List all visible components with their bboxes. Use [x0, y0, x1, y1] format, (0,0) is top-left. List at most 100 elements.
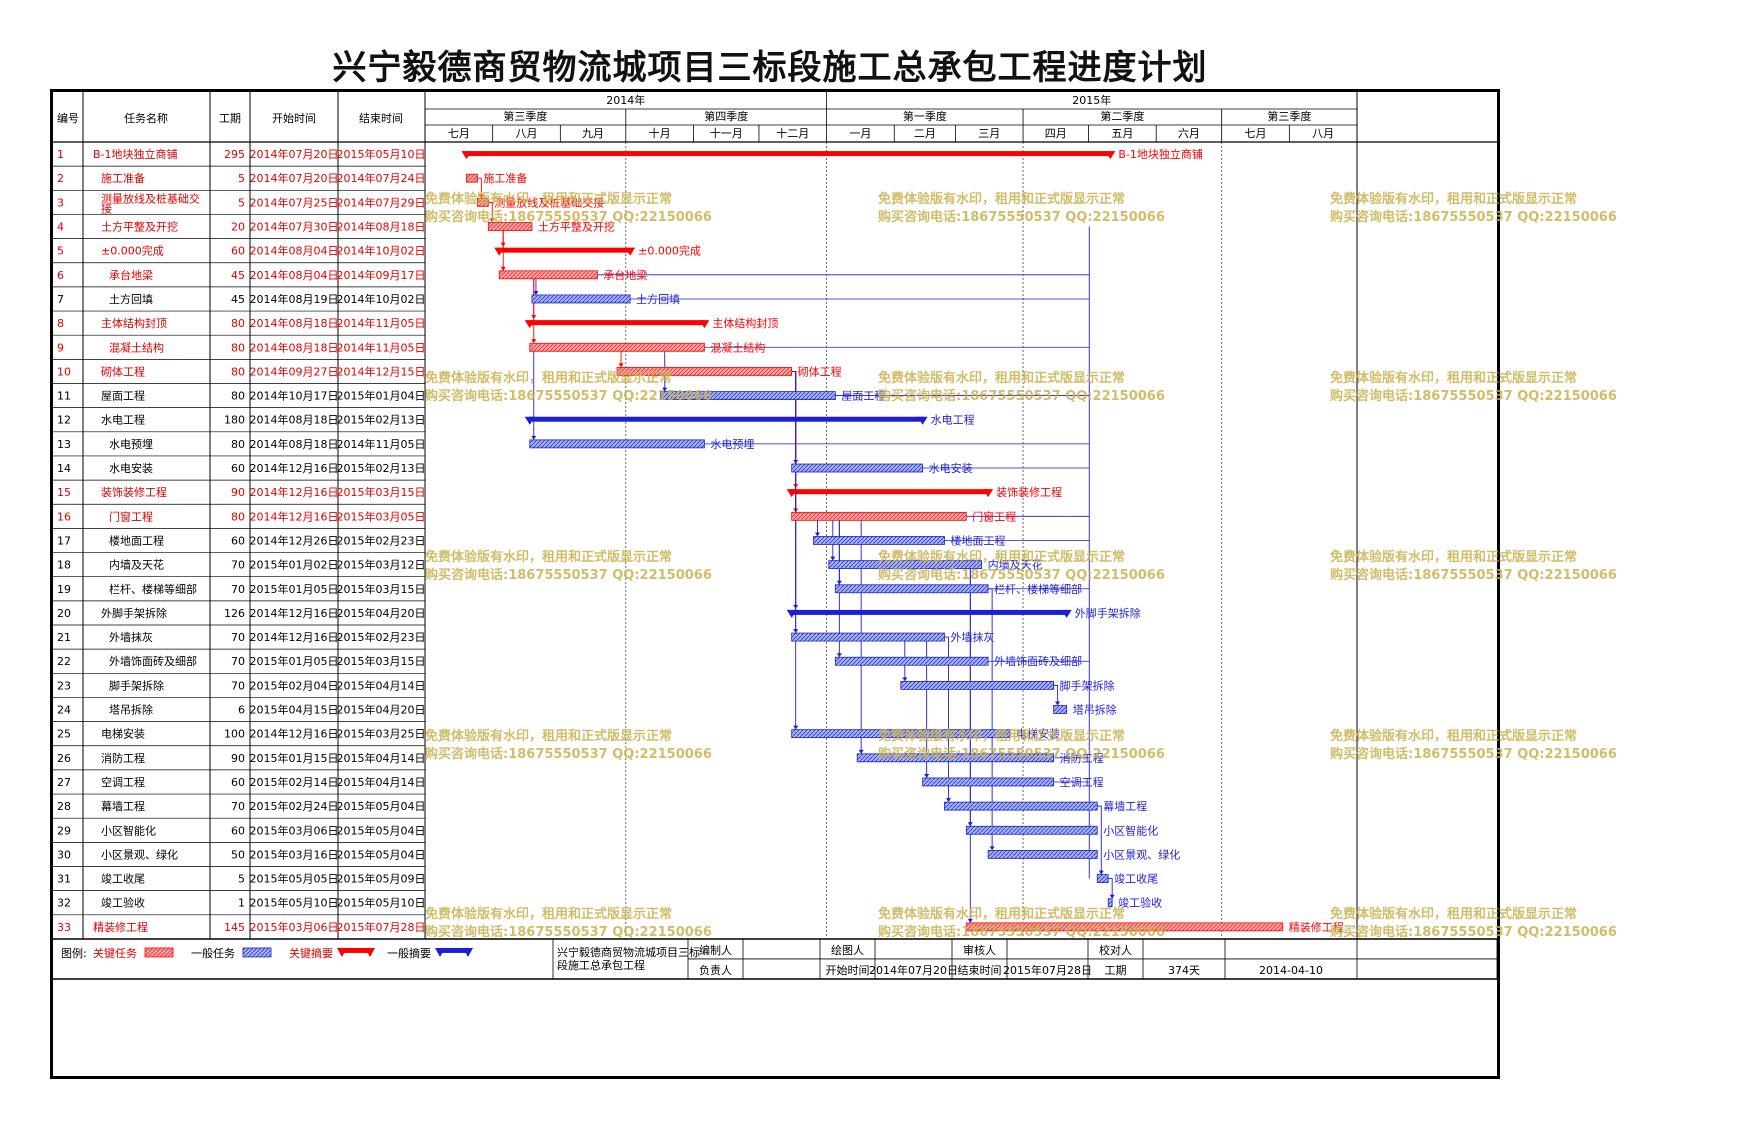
task-duration: 100: [224, 728, 245, 741]
bar-label: 水电安装: [929, 461, 973, 475]
bar-label: 竣工收尾: [1114, 872, 1158, 886]
bar-label: 水电预埋: [710, 438, 754, 451]
dependency-arrow: [902, 677, 908, 682]
task-id: 16: [57, 510, 71, 523]
month-label: 八月: [515, 127, 537, 140]
summary-bar: [529, 320, 705, 326]
task-id: 6: [57, 269, 64, 282]
task-start: 2015年01月15日: [250, 751, 339, 765]
task-id: 5: [57, 245, 64, 258]
task-start: 2014年08月04日: [250, 268, 339, 282]
task-id: 23: [57, 679, 71, 692]
task-end: 2015年02月23日: [337, 630, 426, 644]
dependency-line: [791, 370, 797, 608]
bar-label: 土方平整及开挖: [538, 220, 615, 234]
task-start: 2015年02月14日: [250, 775, 339, 789]
task-id: 4: [57, 221, 64, 234]
dependency-arrow: [793, 604, 799, 609]
month-label: 八月: [1312, 127, 1334, 140]
task-end: 2014年09月17日: [337, 268, 426, 282]
dependency-arrow: [830, 556, 836, 561]
header-name: 任务名称: [124, 111, 168, 125]
task-bar: [660, 391, 836, 400]
month-label: 十一月: [710, 126, 743, 140]
task-start: 2014年07月25日: [250, 195, 339, 209]
dependency-line: [791, 370, 797, 729]
task-duration: 60: [231, 534, 245, 547]
dependency-arrow: [533, 290, 539, 295]
task-end: 2015年05月04日: [337, 799, 426, 813]
month-label: 二月: [914, 127, 936, 140]
task-bar: [791, 729, 1011, 739]
task-end: 2015年04月14日: [337, 678, 426, 692]
summary-cap: [1105, 151, 1116, 160]
legend-text: 一般任务: [191, 947, 235, 960]
dependency-arrow: [478, 194, 484, 199]
task-id: 29: [57, 824, 71, 837]
task-id: 33: [57, 921, 71, 934]
summary-cap: [786, 609, 797, 618]
task-end: 2015年02月23日: [337, 533, 426, 547]
task-bar: [900, 680, 1055, 690]
task-id: 25: [57, 728, 71, 741]
dependency-arrow: [618, 363, 624, 368]
task-end: 2015年03月05日: [337, 509, 426, 523]
month-label: 七月: [1245, 127, 1267, 140]
task-duration: 80: [231, 510, 245, 523]
task-bar: [1053, 705, 1068, 714]
header-end: 结束时间: [359, 112, 403, 125]
quarter-label: 第一季度: [903, 109, 947, 123]
task-start: 2014年08月18日: [250, 316, 339, 330]
task-bar: [529, 342, 705, 352]
bar-label: 测量放线及桩基础交接: [494, 195, 604, 209]
task-bar: [616, 367, 793, 376]
task-end: 2014年11月05日: [337, 340, 426, 354]
summary-cap: [524, 320, 535, 329]
bar-label: 土方回填: [636, 292, 680, 306]
quarter-label: 第四季度: [704, 109, 748, 123]
task-bar: [856, 753, 1055, 763]
task-name: 空调工程: [101, 775, 145, 789]
task-end: 2015年04月20日: [337, 606, 426, 620]
bar-label: 消防工程: [1060, 751, 1104, 765]
dependency-line: [838, 515, 967, 584]
summary-cap: [786, 489, 797, 498]
footer-value: 2015年07月28日: [1003, 963, 1092, 977]
task-duration: 70: [231, 631, 245, 644]
task-bar: [987, 850, 1098, 859]
task-duration: 70: [231, 800, 245, 813]
task-name: 施工准备: [101, 171, 145, 185]
bar-label: 空调工程: [1060, 775, 1104, 789]
task-name: 精装修工程: [93, 920, 148, 934]
dependency-arrow: [989, 846, 995, 851]
task-id: 22: [57, 655, 71, 668]
month-label: 四月: [1045, 127, 1067, 140]
dependency-arrow: [1055, 701, 1061, 706]
footer-label: 绘图人: [831, 943, 864, 957]
task-duration: 50: [231, 848, 245, 861]
task-start: 2014年10月17日: [250, 389, 339, 403]
bar-label: 门窗工程: [972, 509, 1016, 523]
footer-label: 校对人: [1099, 943, 1132, 957]
task-name: 水电工程: [101, 414, 145, 427]
task-start: 2015年03月06日: [250, 823, 339, 837]
task-start: 2014年08月18日: [250, 340, 339, 354]
task-name: 主体结构封顶: [101, 316, 167, 330]
task-name: 砌体工程: [101, 364, 145, 378]
task-start: 2015年01月02日: [250, 558, 339, 572]
dependency-line: [969, 564, 982, 922]
task-end: 2015年07月28日: [337, 920, 426, 934]
summary-cap: [917, 416, 928, 425]
summary-cap: [625, 247, 636, 256]
gantt-chart: 编号 任务名称 工期 开始时间 结束时间 2014年 2015年 第三季度 第四季度 第一季度 第二…: [50, 89, 1500, 1079]
task-start: 2014年07月20日: [250, 171, 339, 185]
task-duration: 5: [238, 196, 245, 209]
task-start: 2015年04月15日: [250, 703, 339, 717]
footer-label: 结束时间: [958, 964, 1002, 977]
footer-project: 兴宁毅德商贸物流城项目三标: [557, 945, 700, 959]
footer-label: 编制人: [699, 943, 732, 957]
task-duration: 60: [231, 776, 245, 789]
legend-text: 一般摘要: [387, 946, 431, 960]
task-bar: [791, 511, 967, 521]
task-end: 2015年03月15日: [337, 582, 426, 596]
